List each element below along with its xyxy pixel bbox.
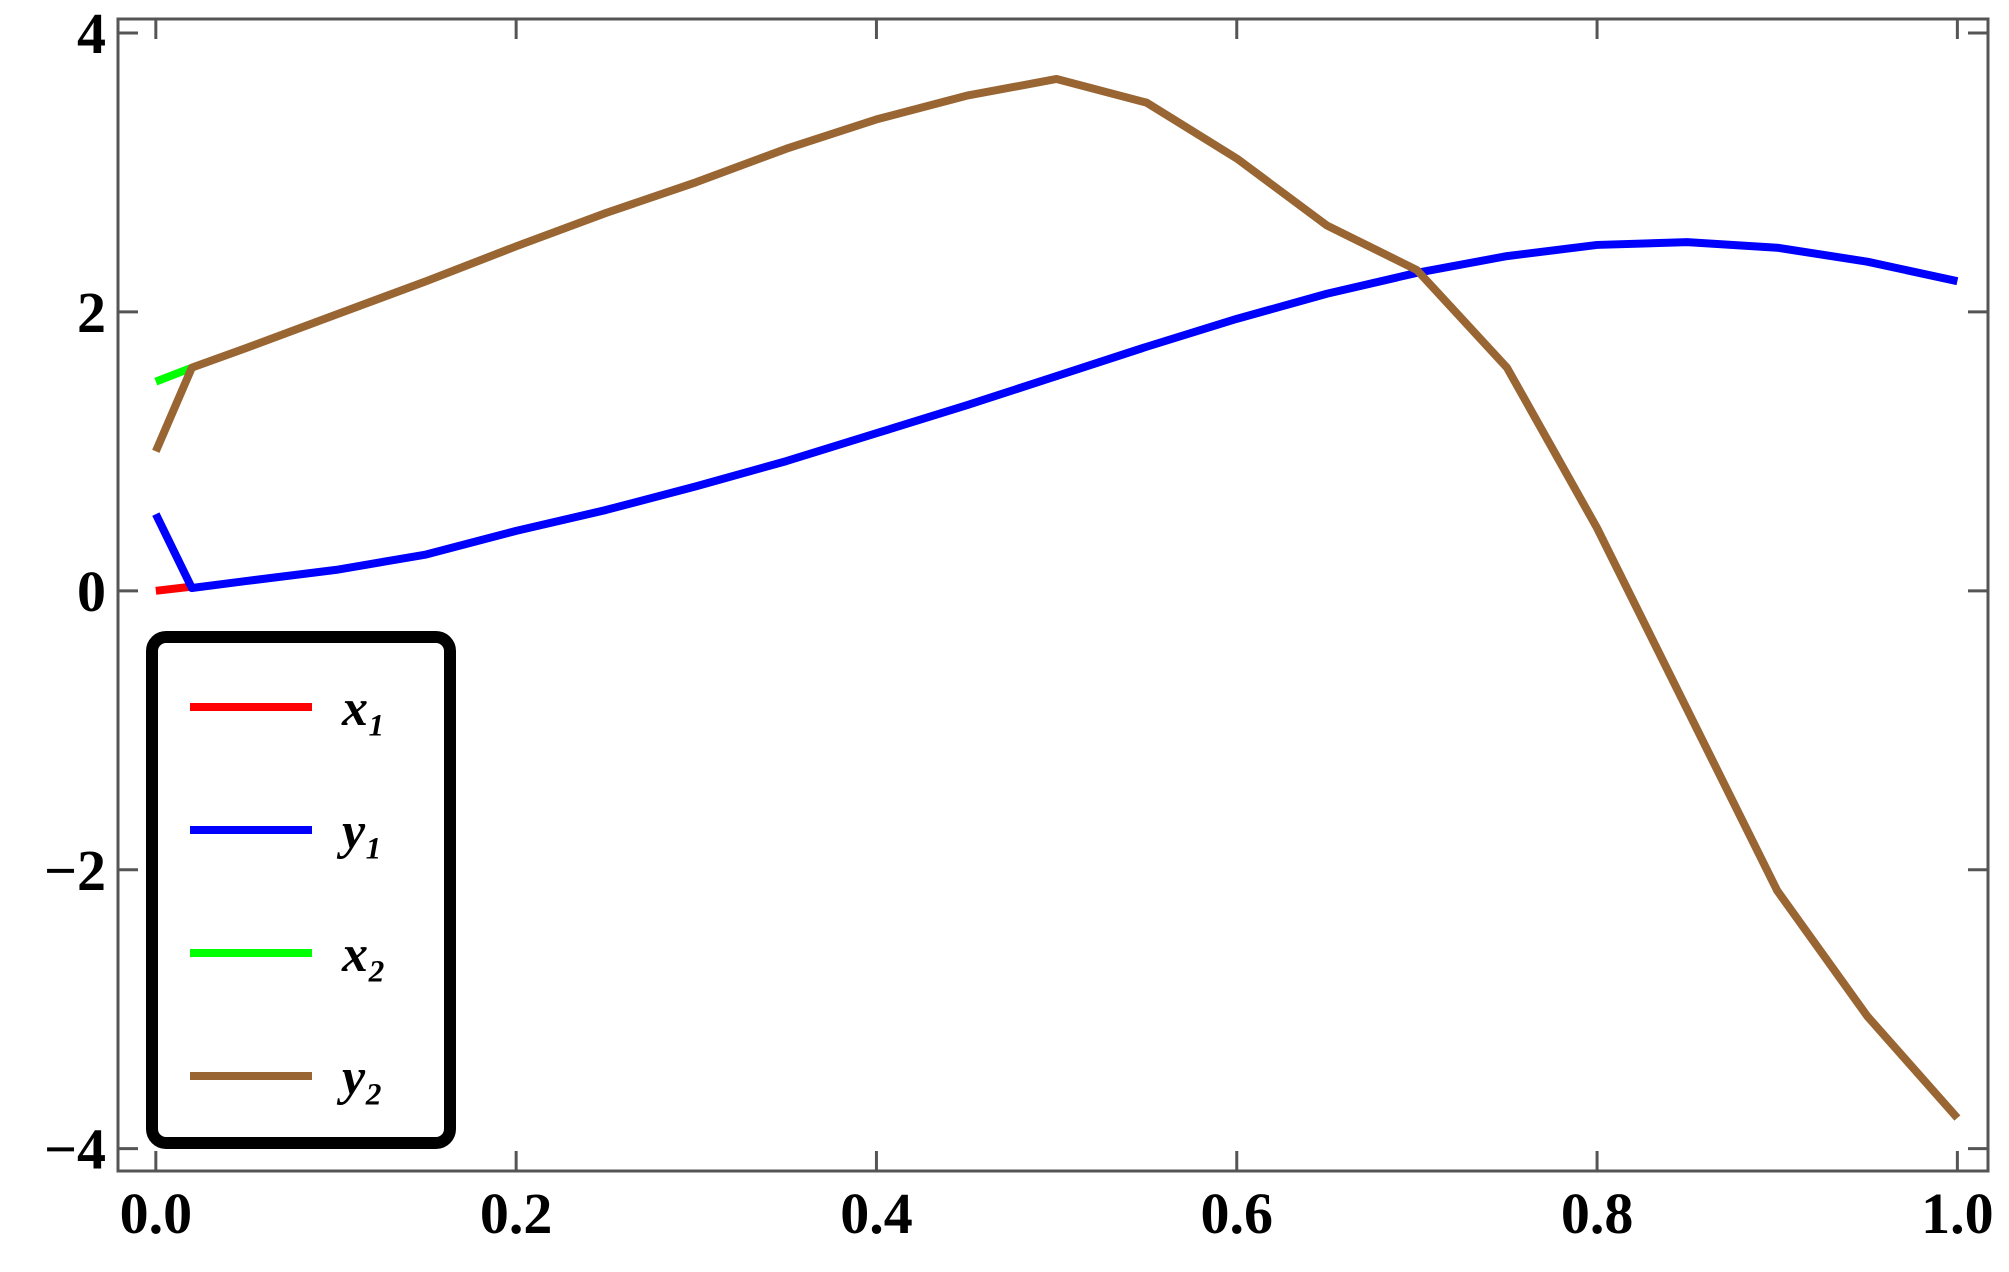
legend-label: x₂ (341, 926, 386, 983)
legend-box (146, 631, 456, 1149)
x-tick-label: 0.6 (1201, 1181, 1274, 1246)
y-tick-label: −4 (44, 1117, 106, 1182)
legend: x₁ y₁ x₂ y₂ (146, 631, 456, 1149)
x-tick-label: 1.0 (1921, 1181, 1994, 1246)
x-tick-label: 0.8 (1561, 1181, 1634, 1246)
x-tick-label: 0.4 (840, 1181, 913, 1246)
x-tick-label: 0.2 (480, 1181, 553, 1246)
y-tick-label: 2 (77, 280, 106, 345)
series-line (155, 582, 193, 595)
y-tick-label: 4 (77, 1, 106, 66)
series-line (152, 238, 1959, 593)
x-tick-label: 0.0 (120, 1181, 193, 1246)
legend-label: y₂ (336, 1049, 383, 1106)
series-line (152, 74, 1961, 1121)
y-tick-label: 0 (77, 559, 106, 624)
legend-label: x₁ (341, 680, 386, 737)
legend-label: y₁ (336, 803, 383, 860)
plot-frame (116, 17, 1990, 1173)
series-line (154, 363, 194, 386)
y-tick-label: −2 (44, 838, 106, 903)
